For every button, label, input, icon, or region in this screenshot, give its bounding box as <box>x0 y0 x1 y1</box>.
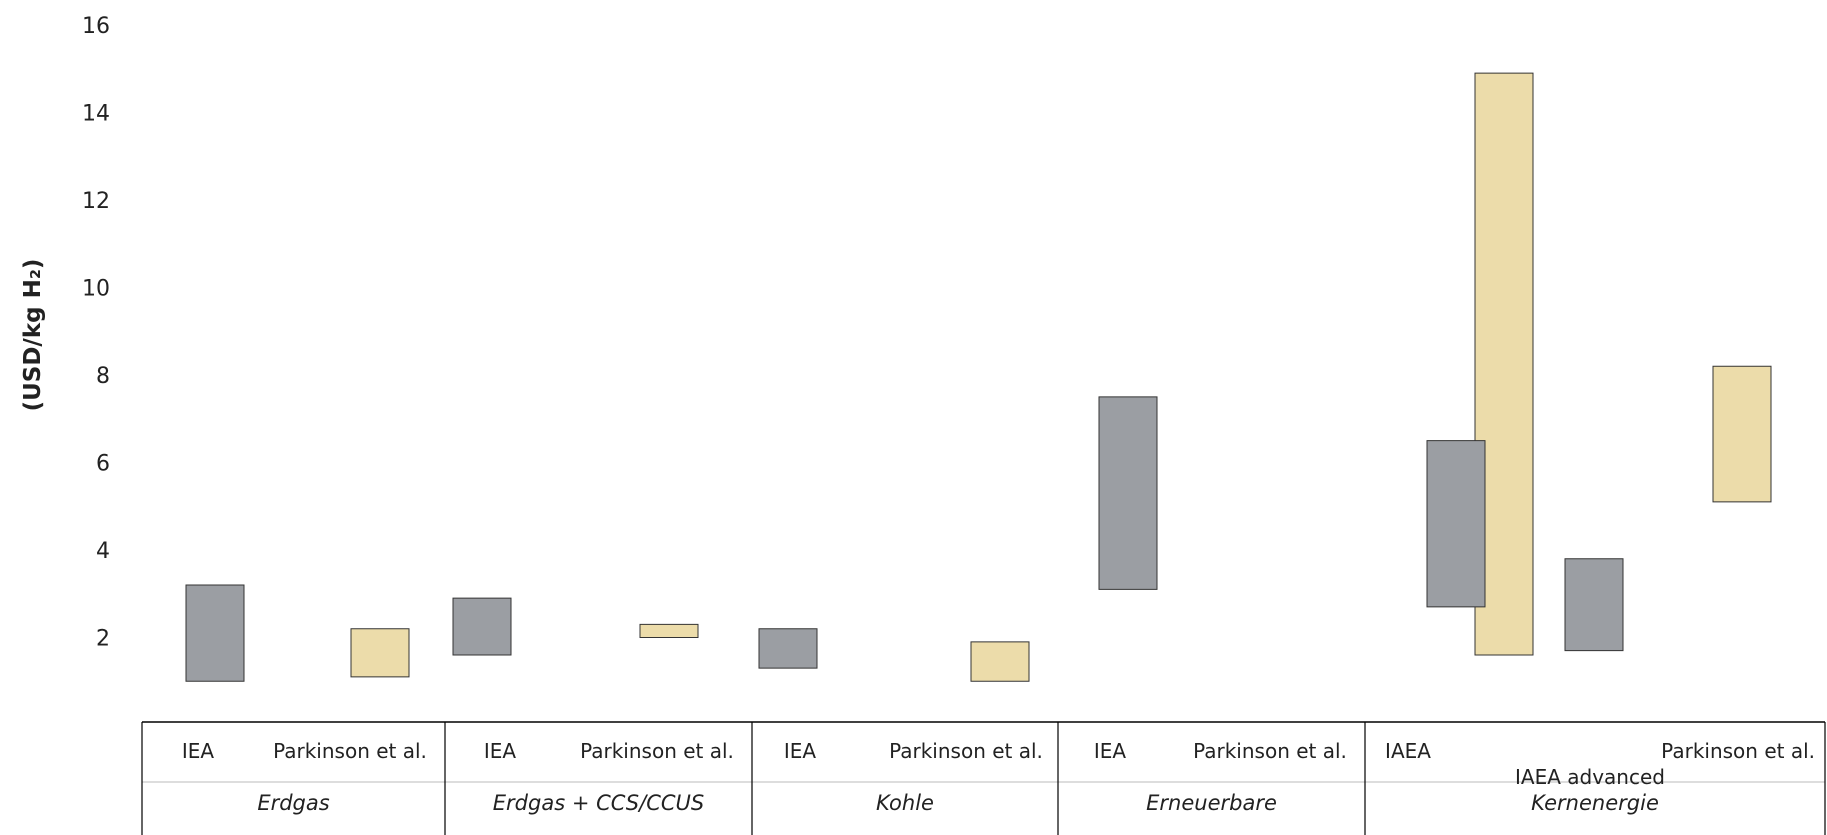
range-bar <box>1712 365 1772 503</box>
source-label: IEA <box>484 739 517 763</box>
y-tick-label: 10 <box>82 277 110 302</box>
y-tick-label: 8 <box>96 364 110 389</box>
source-label: Parkinson et al. <box>1193 739 1347 763</box>
y-tick-label: 6 <box>96 452 110 477</box>
source-label: IEA <box>1094 739 1127 763</box>
source-label: IAEA <box>1385 739 1431 763</box>
source-label: Parkinson et al. <box>889 739 1043 763</box>
range-bar <box>1426 440 1486 608</box>
range-bar <box>185 584 245 682</box>
source-label: Parkinson et al. <box>580 739 734 763</box>
y-axis-title: (USD/kg H₂) <box>20 259 46 412</box>
y-axis: 2 4 6 8 10 12 14 16 <box>82 14 110 652</box>
range-bar <box>350 628 410 678</box>
y-tick-label: 12 <box>82 189 110 214</box>
source-label: IEA <box>784 739 817 763</box>
range-bar <box>758 628 818 669</box>
source-label: IAEA advanced <box>1515 765 1665 789</box>
group-label: Erdgas + CCS/CCUS <box>493 791 704 815</box>
source-label: Parkinson et al. <box>1661 739 1815 763</box>
source-label: IEA <box>182 739 215 763</box>
bars <box>185 72 1772 682</box>
range-bar <box>639 623 699 638</box>
range-bar <box>1098 396 1158 590</box>
range-bar <box>970 641 1030 682</box>
y-tick-label: 14 <box>82 102 110 127</box>
y-tick-label: 16 <box>82 14 110 39</box>
group-label: Erneuerbare <box>1146 791 1277 815</box>
range-bar <box>452 597 512 656</box>
y-tick-label: 4 <box>96 539 110 564</box>
group-label: Kohle <box>876 791 934 815</box>
source-label: Parkinson et al. <box>273 739 427 763</box>
group-label: Erdgas <box>257 791 329 815</box>
group-label: Kernenergie <box>1531 791 1659 815</box>
range-bar <box>1564 558 1624 652</box>
y-tick-label: 2 <box>96 627 110 652</box>
category-table: Erdgas IEA Parkinson et al. Erdgas + CCS/CC… <box>141 721 1826 835</box>
